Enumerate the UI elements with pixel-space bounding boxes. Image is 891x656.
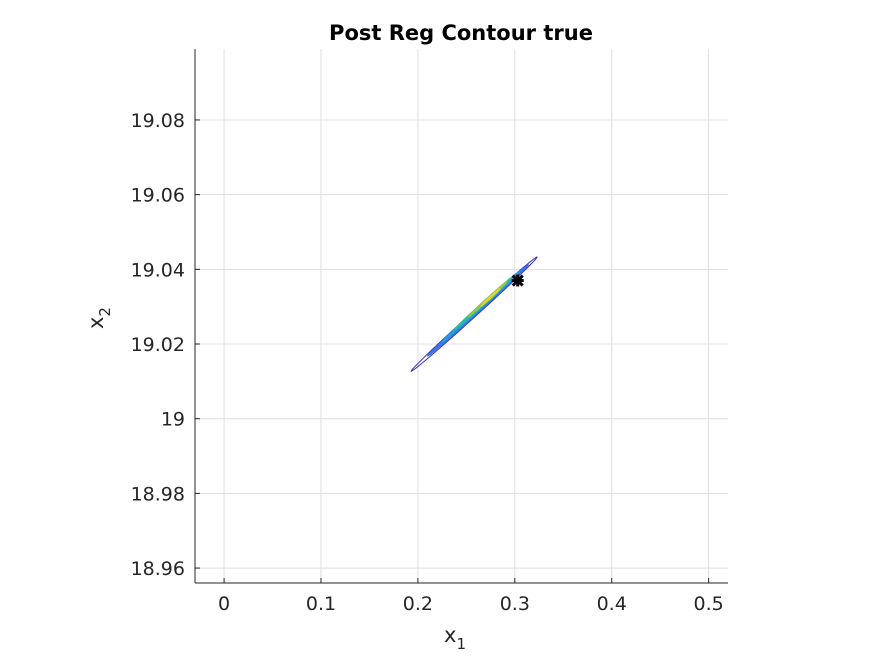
- axes: [194, 49, 728, 584]
- true-point-layer: [511, 274, 524, 287]
- y-tick-label: 19.08: [131, 110, 185, 132]
- x-tick-label: 0: [218, 593, 230, 615]
- x-ticks: 0 0.1 0.2 0.3 0.4 0.5: [218, 578, 724, 615]
- chart-title: Post Reg Contour true: [329, 21, 593, 45]
- x-tick-label: 0.2: [403, 593, 433, 615]
- y-axis-label-main: x: [84, 317, 108, 329]
- y-tick-label: 18.96: [131, 558, 185, 580]
- y-axis-label: x2: [84, 307, 114, 329]
- x-tick-label: 0.5: [694, 593, 724, 615]
- y-tick-label: 19.04: [131, 259, 185, 281]
- x-axis-label-subscript: 1: [456, 635, 466, 653]
- y-tick-label: 19.02: [131, 334, 185, 356]
- y-tick-label: 18.98: [131, 483, 185, 505]
- x-tick-label: 0.4: [597, 593, 627, 615]
- contour-plot: [410, 256, 538, 372]
- y-ticks: 18.96 18.98 19 19.02 19.04 19.06 19.08: [131, 110, 200, 580]
- x-axis-label: x1: [444, 623, 466, 653]
- y-tick-label: 19: [161, 409, 185, 431]
- contour-level-6: [480, 287, 501, 307]
- x-tick-label: 0.1: [306, 593, 336, 615]
- x-tick-label: 0.3: [500, 593, 530, 615]
- y-axis-label-subscript: 2: [96, 307, 114, 317]
- y-tick-label: 19.06: [131, 185, 185, 207]
- true-point-marker: [511, 274, 524, 287]
- x-axis-label-main: x: [444, 623, 456, 647]
- grid: [195, 49, 728, 583]
